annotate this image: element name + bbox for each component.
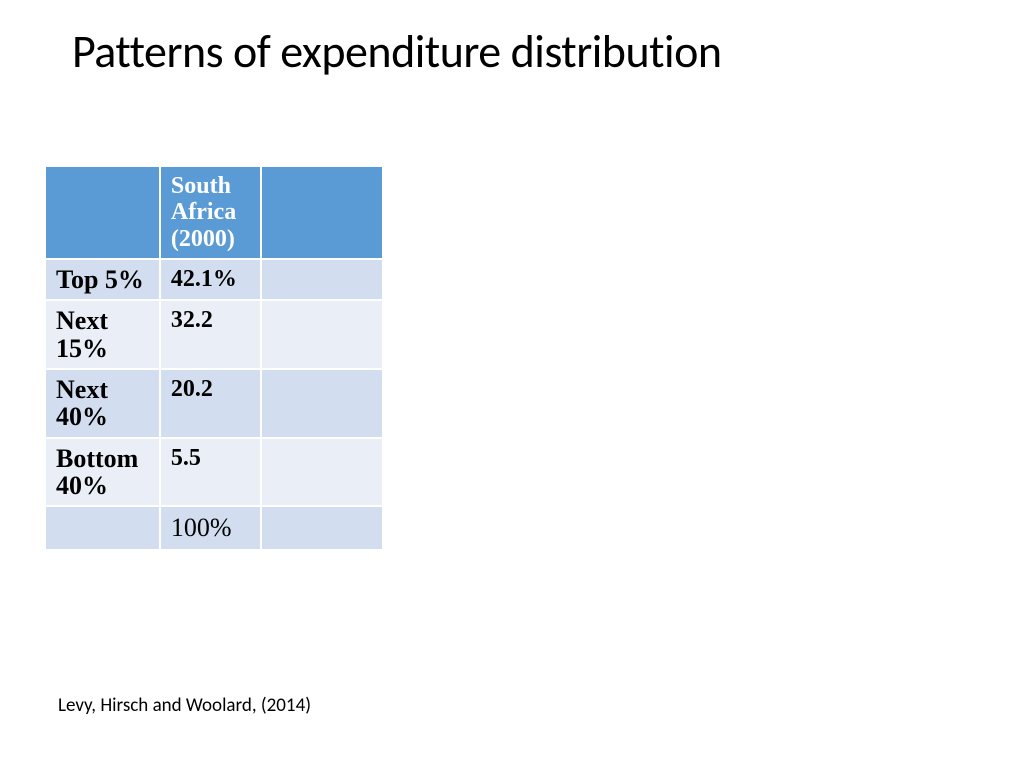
row-label: Next 40% [45, 369, 160, 438]
citation-text: Levy, Hirsch and Woolard, (2014) [58, 694, 311, 717]
total-value: 100% [160, 506, 261, 550]
row-value: 5.5 [160, 438, 261, 507]
row-label: Next 15% [45, 300, 160, 369]
table-total-row: 100% [45, 506, 383, 550]
row-extra [261, 369, 383, 438]
table-header-blank [45, 166, 160, 259]
table-header-country: South Africa (2000) [160, 166, 261, 259]
table-row: Next 15% 32.2 [45, 300, 383, 369]
table-row: Next 40% 20.2 [45, 369, 383, 438]
expenditure-table: South Africa (2000) Top 5% 42.1% Next 15… [44, 165, 384, 551]
total-label [45, 506, 160, 550]
row-extra [261, 259, 383, 300]
row-value: 20.2 [160, 369, 261, 438]
row-extra [261, 300, 383, 369]
row-value: 42.1% [160, 259, 261, 300]
slide-title: Patterns of expenditure distribution [72, 24, 722, 80]
row-extra [261, 438, 383, 507]
row-label: Top 5% [45, 259, 160, 300]
table-header-extra [261, 166, 383, 259]
table-row: Top 5% 42.1% [45, 259, 383, 300]
total-extra [261, 506, 383, 550]
table-header-row: South Africa (2000) [45, 166, 383, 259]
table-row: Bottom 40% 5.5 [45, 438, 383, 507]
row-label: Bottom 40% [45, 438, 160, 507]
row-value: 32.2 [160, 300, 261, 369]
